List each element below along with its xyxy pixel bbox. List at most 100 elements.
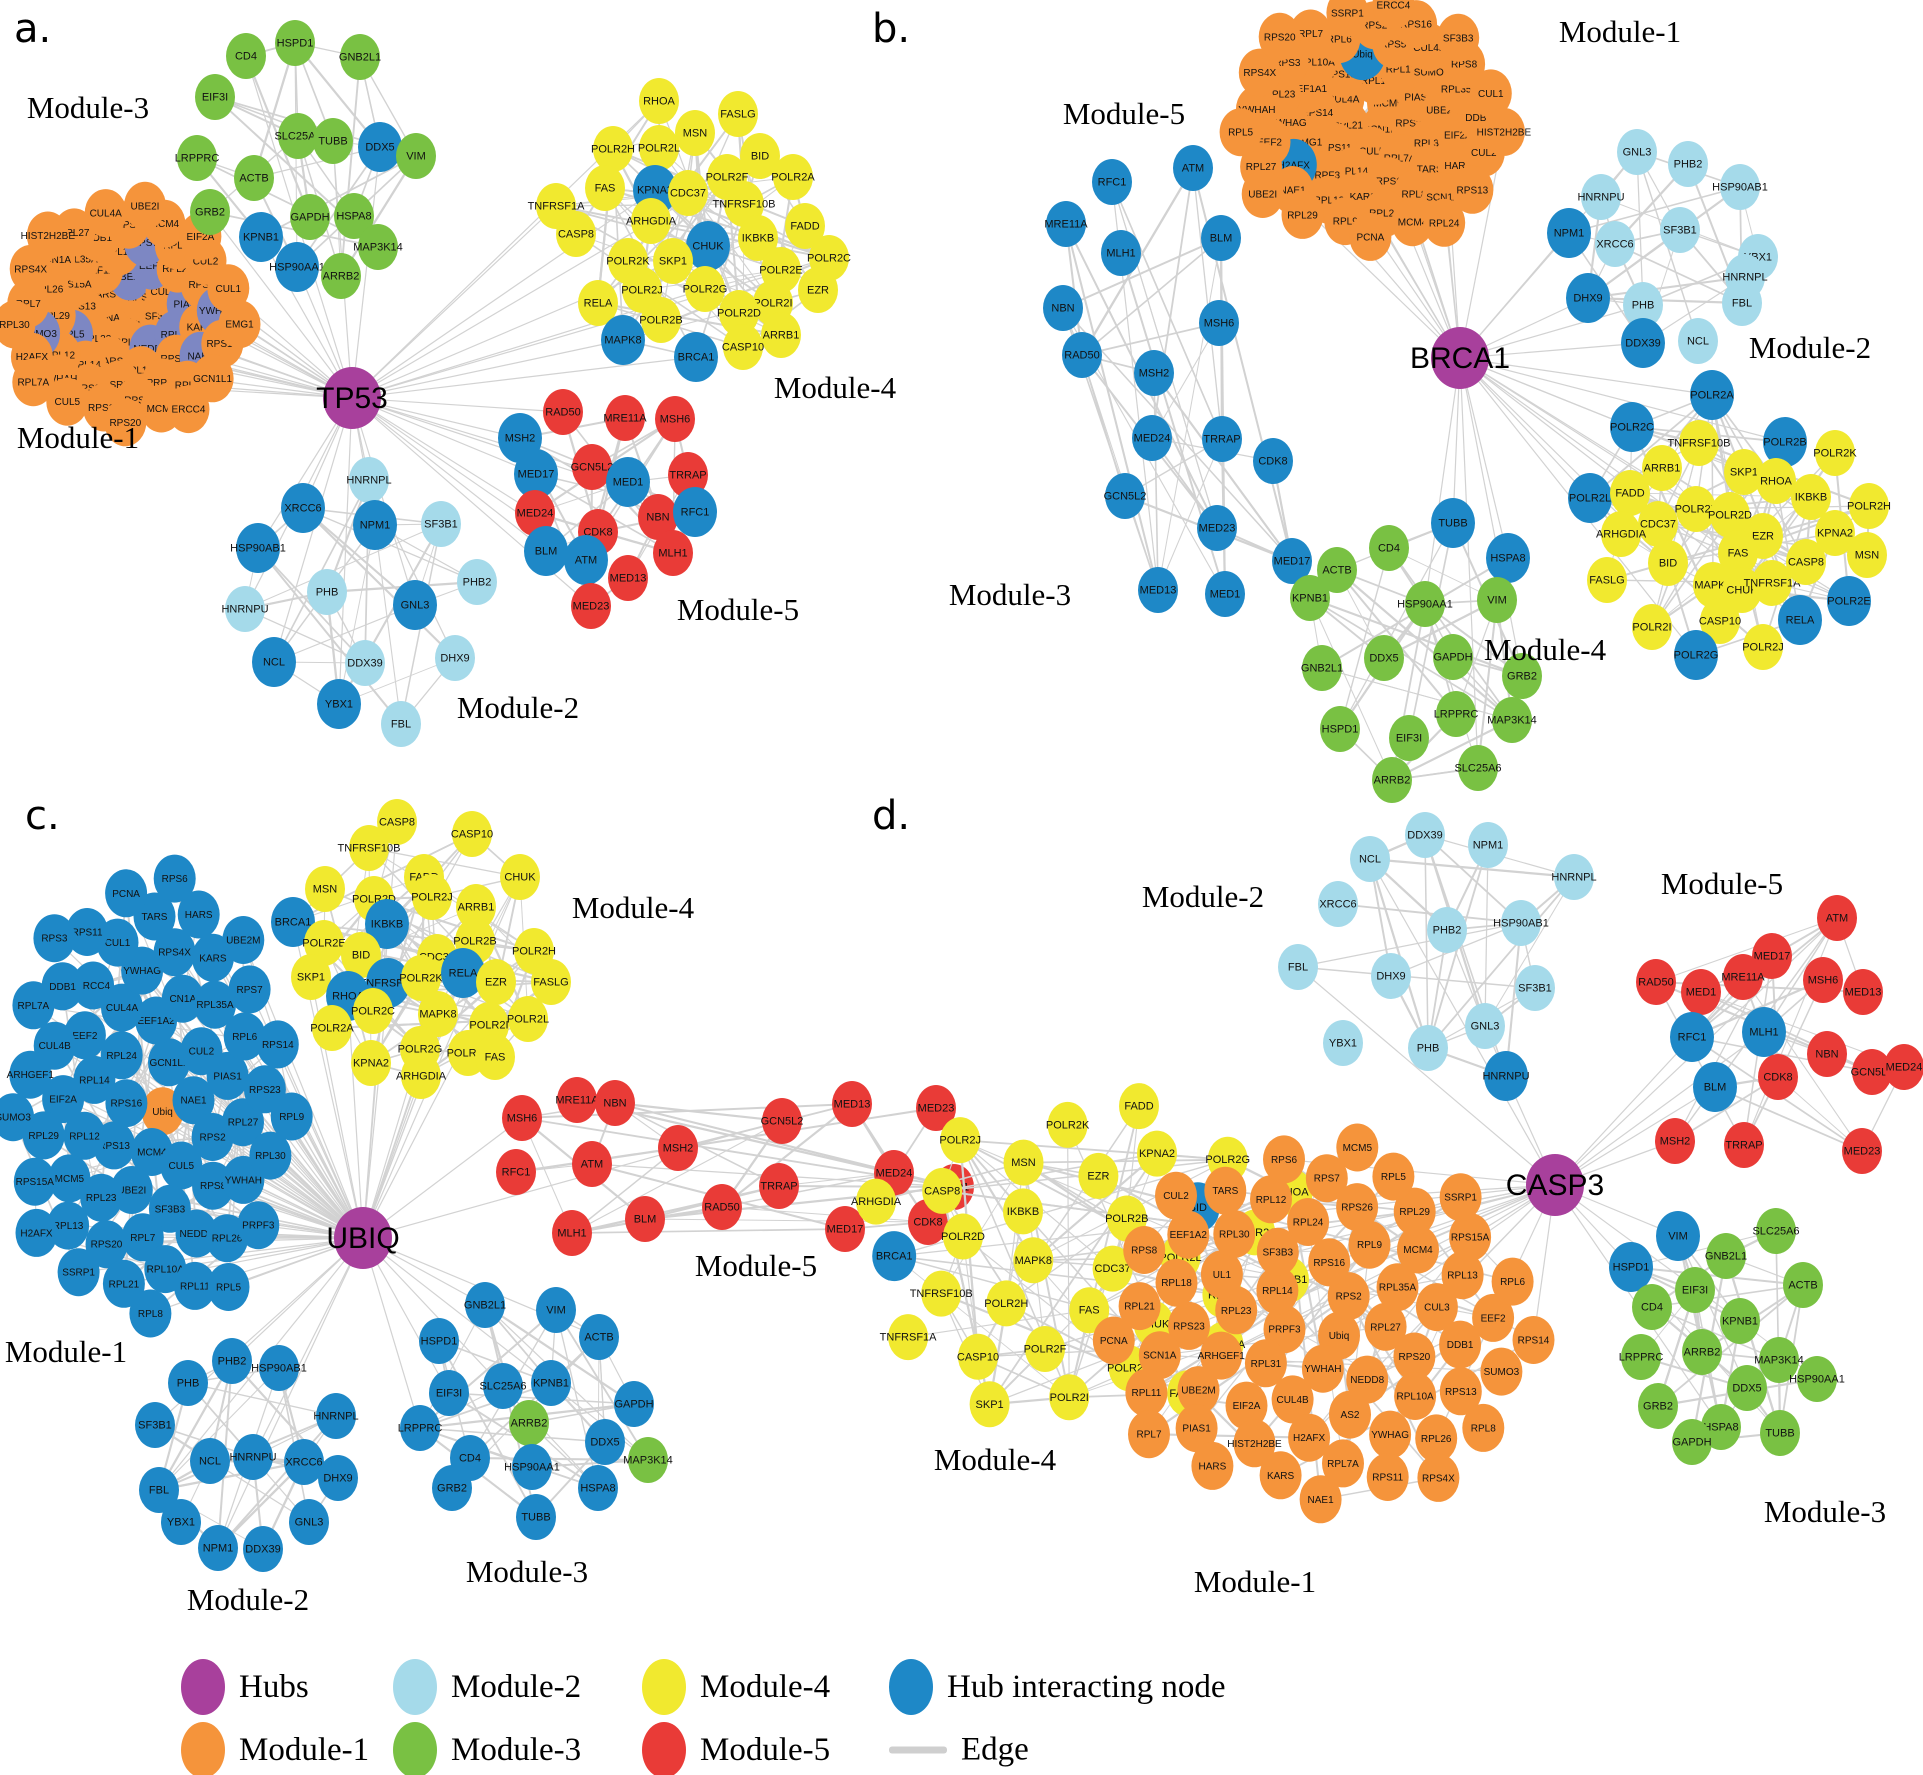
node-MED23[interactable]: [1842, 1128, 1882, 1174]
node-ATM[interactable]: [1173, 145, 1213, 191]
node-MCM5[interactable]: [48, 1154, 91, 1203]
node-PHB[interactable]: [307, 569, 347, 615]
node-HNRNPL[interactable]: [316, 1393, 356, 1439]
node-MLH1[interactable]: [1742, 1007, 1786, 1057]
node-UL1[interactable]: [1200, 1250, 1243, 1299]
node-IKBKB[interactable]: [1791, 474, 1831, 520]
node-CDC37[interactable]: [1638, 501, 1678, 547]
node-EEF2[interactable]: [1472, 1293, 1515, 1342]
node-CDC37[interactable]: [668, 170, 708, 216]
node-HSP90AA1[interactable]: [512, 1444, 552, 1490]
node-CD4[interactable]: [1369, 525, 1409, 571]
node-LRPPRC[interactable]: [1436, 691, 1476, 737]
node-NAE1[interactable]: [172, 1076, 215, 1125]
node-RPL24[interactable]: [1287, 1198, 1330, 1246]
node-VIM[interactable]: [536, 1287, 576, 1333]
node-MED1[interactable]: [606, 457, 650, 507]
node-POLR2L[interactable]: [639, 125, 679, 171]
node-RELA[interactable]: [441, 948, 485, 998]
node-ARRB2[interactable]: [1372, 757, 1412, 803]
node-RPL12[interactable]: [1250, 1175, 1292, 1224]
node-MED13[interactable]: [1843, 969, 1883, 1015]
node-CDK8[interactable]: [1758, 1054, 1798, 1100]
node-CHUK[interactable]: [686, 221, 730, 271]
node-NCL[interactable]: [1350, 836, 1390, 882]
node-POLR2B[interactable]: [641, 297, 681, 343]
node-GAPDH[interactable]: [1672, 1419, 1712, 1465]
node-CHUK[interactable]: [500, 854, 540, 900]
node-GNB2L1[interactable]: [1706, 1233, 1746, 1279]
node-RPL6[interactable]: [223, 1012, 266, 1061]
hub-node-BRCA1[interactable]: [1431, 327, 1489, 389]
node-DDX39[interactable]: [1621, 318, 1665, 368]
node-BID[interactable]: [1648, 540, 1688, 586]
node-RPL14[interactable]: [73, 1055, 116, 1104]
node-MED17[interactable]: [1272, 538, 1312, 584]
node-EIF3I[interactable]: [429, 1370, 469, 1416]
node-RPS23[interactable]: [243, 1065, 286, 1114]
node-POLR2G[interactable]: [685, 266, 725, 312]
node-CDK8[interactable]: [1253, 438, 1293, 484]
node-RAD50[interactable]: [702, 1184, 742, 1230]
node-POLR2F[interactable]: [1025, 1326, 1065, 1372]
node-FASLG[interactable]: [718, 91, 758, 137]
node-KPNA2[interactable]: [1815, 510, 1855, 556]
node-SF3B1[interactable]: [1515, 965, 1555, 1011]
node-RPS6[interactable]: [153, 854, 196, 903]
node-IKBKB[interactable]: [1003, 1188, 1043, 1235]
node-GNL3[interactable]: [289, 1499, 329, 1545]
node-SLC25A6[interactable]: [1458, 745, 1498, 791]
node-RPS8[interactable]: [1123, 1226, 1166, 1274]
node-RPL30[interactable]: [249, 1131, 292, 1180]
node-EEF1A2[interactable]: [1167, 1210, 1210, 1259]
node-ARHGDIA[interactable]: [401, 1053, 441, 1099]
node-VIM[interactable]: [396, 133, 436, 179]
node-PHB2[interactable]: [457, 559, 497, 605]
node-CASP8[interactable]: [922, 1167, 963, 1214]
node-RPL7A[interactable]: [1322, 1439, 1364, 1488]
node-POLR2J[interactable]: [412, 874, 452, 920]
node-RPS6[interactable]: [1263, 1135, 1305, 1184]
node-MSH6[interactable]: [655, 396, 695, 442]
node-TRRAP[interactable]: [668, 452, 708, 498]
node-MAP3K14[interactable]: [628, 1437, 668, 1483]
node-POLR2F[interactable]: [1676, 486, 1716, 532]
node-MAP3K14[interactable]: [1492, 697, 1532, 743]
node-RPL23[interactable]: [80, 1173, 123, 1222]
node-POLR2G[interactable]: [1674, 630, 1718, 680]
node-POLR2K[interactable]: [401, 955, 441, 1001]
node-FAS[interactable]: [1069, 1287, 1110, 1334]
node-RPL11[interactable]: [173, 1261, 216, 1310]
node-NCL[interactable]: [190, 1438, 230, 1484]
node-PHB[interactable]: [168, 1360, 208, 1406]
node-POLR2C[interactable]: [353, 988, 393, 1034]
node-RPS3[interactable]: [33, 914, 76, 963]
node-MED13[interactable]: [832, 1081, 872, 1127]
node-H2AFX[interactable]: [15, 1208, 58, 1257]
node-GNL3[interactable]: [1617, 129, 1657, 175]
node-HARS[interactable]: [177, 890, 220, 939]
node-RFC1[interactable]: [1670, 1012, 1714, 1062]
node-SUMO3[interactable]: [0, 1093, 35, 1142]
node-ACTB[interactable]: [234, 155, 274, 201]
node-FBL[interactable]: [1278, 944, 1318, 990]
node-TNFRSF10B[interactable]: [921, 1270, 962, 1317]
node-SLC25A6[interactable]: [278, 113, 318, 159]
node-BLM[interactable]: [1693, 1062, 1737, 1112]
node-MRE11A[interactable]: [605, 395, 645, 441]
node-DDX5[interactable]: [358, 122, 402, 172]
node-POLR2K[interactable]: [1815, 430, 1855, 476]
node-RPL13[interactable]: [47, 1201, 90, 1250]
node-POLR2L[interactable]: [508, 996, 548, 1042]
node-YWHAH[interactable]: [1301, 1344, 1344, 1393]
node-TUBB[interactable]: [516, 1494, 556, 1540]
node-HIST2H2BE[interactable]: [26, 211, 69, 260]
node-POLR2I[interactable]: [1632, 604, 1672, 650]
node-NBN[interactable]: [1043, 285, 1083, 331]
node-POLR2A[interactable]: [773, 154, 813, 200]
node-MCM4[interactable]: [1397, 1225, 1439, 1274]
node-RELA[interactable]: [1778, 595, 1822, 645]
node-POLR2A[interactable]: [1690, 370, 1734, 420]
node-RPL8[interactable]: [129, 1289, 172, 1338]
node-MAP3K14[interactable]: [1759, 1337, 1799, 1383]
